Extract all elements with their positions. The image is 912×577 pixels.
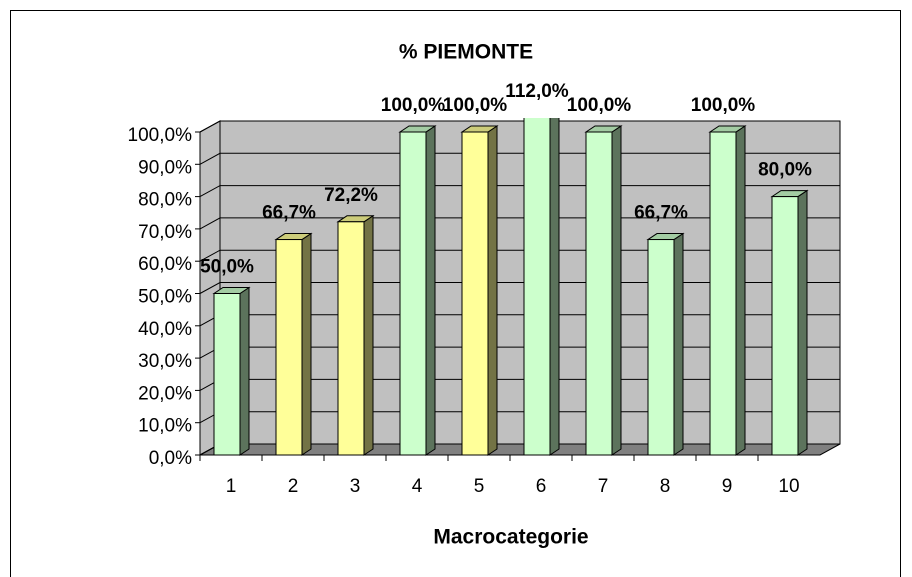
bar-side [673, 232, 684, 456]
x-axis-title: Macrocategorie [433, 526, 588, 549]
y-tick-label: 90,0% [138, 157, 192, 178]
x-tick-label: 10 [778, 476, 799, 497]
bar-side [549, 118, 560, 456]
bar-front [213, 293, 241, 456]
bar [584, 125, 623, 456]
data-label: 72,2% [324, 185, 378, 206]
bars [212, 118, 809, 456]
y-tick-label: 70,0% [138, 222, 192, 243]
bar-front [647, 239, 675, 456]
grid-line [199, 185, 840, 198]
bar-side [301, 232, 312, 456]
bar-side [239, 286, 250, 456]
bar-side [735, 125, 746, 456]
bar-front [461, 131, 489, 456]
bar-side [611, 125, 622, 456]
x-tick-label: 3 [350, 476, 361, 497]
grid-line [199, 217, 840, 230]
bar-side [425, 125, 436, 456]
x-tick-label: 7 [598, 476, 609, 497]
bar-front [337, 221, 365, 456]
bar-front [709, 131, 737, 456]
chart-title: % PIEMONTE [399, 41, 533, 64]
y-tick-label: 60,0% [138, 254, 192, 275]
bar-front [275, 239, 303, 456]
x-tick-label: 2 [288, 476, 299, 497]
bar-side [797, 189, 808, 456]
y-tick-label: 100,0% [128, 125, 193, 146]
bar-side [363, 214, 374, 456]
grid-line [199, 249, 840, 262]
data-label: 80,0% [758, 160, 812, 181]
bar [646, 232, 685, 456]
bar [523, 118, 560, 456]
x-tick-label: 9 [722, 476, 733, 497]
bar [212, 286, 251, 456]
grid-line [199, 120, 840, 133]
data-label: 112,0% [505, 81, 568, 102]
data-label: 100,0% [691, 95, 756, 116]
y-tick-label: 10,0% [138, 416, 192, 437]
bar [460, 125, 499, 456]
x-tick-label: 1 [226, 476, 237, 497]
y-tick-label: 0,0% [149, 448, 192, 469]
bar [336, 214, 375, 456]
bar-side [487, 125, 498, 456]
y-tick-label: 40,0% [138, 319, 192, 340]
bar [398, 125, 437, 456]
data-label: 100,0% [443, 95, 508, 116]
x-tick-label: 5 [474, 476, 485, 497]
data-label: 50,0% [200, 257, 254, 278]
grid-line [199, 282, 840, 294]
x-tick-label: 6 [536, 476, 547, 497]
data-label: 66,7% [634, 203, 688, 224]
y-tick-label: 80,0% [138, 190, 192, 211]
data-label: 66,7% [262, 203, 316, 224]
bar [708, 125, 747, 456]
bar-front [585, 131, 613, 456]
data-label: 100,0% [567, 95, 632, 116]
x-tick-label: 8 [660, 476, 671, 497]
bar [770, 189, 809, 456]
bar [274, 232, 313, 456]
grid-line [199, 152, 840, 165]
y-tick-label: 30,0% [138, 351, 192, 372]
bar-front [523, 118, 551, 456]
x-tick-label: 4 [412, 476, 423, 497]
y-tick-label: 50,0% [138, 287, 192, 308]
data-label: 100,0% [381, 95, 446, 116]
bar-front [399, 131, 427, 456]
bar-front [771, 196, 799, 456]
y-tick-label: 20,0% [138, 383, 192, 404]
